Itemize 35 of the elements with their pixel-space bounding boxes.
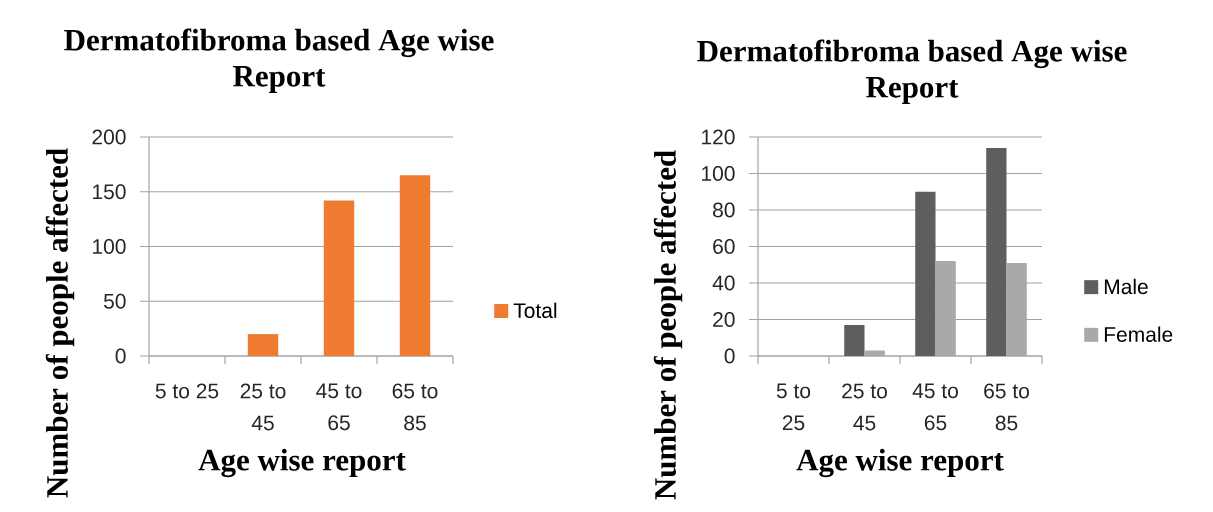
y-axis-title: Number of people affected — [653, 150, 683, 500]
y-tick-label: 0 — [724, 348, 735, 364]
y-tick-label: 20 — [713, 312, 735, 327]
y-tick-label: 120 — [702, 129, 735, 145]
bar — [323, 200, 355, 356]
bar — [986, 147, 1007, 356]
x-axis-title: Age wise report — [198, 448, 406, 478]
x-axis-title: Age wise report — [796, 448, 1004, 478]
y-tick-label: 150 — [93, 184, 126, 200]
bar — [844, 324, 865, 356]
legend-label: Male — [1104, 278, 1148, 295]
bar — [915, 191, 936, 356]
bar — [399, 175, 431, 356]
y-tick-label: 50 — [103, 293, 126, 309]
y-tick-label: 200 — [92, 129, 126, 145]
y-tick-label: 40 — [712, 275, 735, 291]
chart-title: Dermatofibroma based Age wise Report — [697, 39, 1127, 104]
x-tick-label: 45 to 65 — [912, 383, 958, 431]
x-tick-label: 25 to 45 — [240, 383, 286, 431]
x-tick-label: 45 to 65 — [316, 383, 362, 431]
y-axis-title: Number of people affected — [45, 148, 75, 498]
x-tick-label: 65 to 85 — [392, 383, 438, 431]
chart-title: Dermatofibroma based Age wise Report — [64, 28, 494, 93]
y-tick-label: 100 — [93, 239, 126, 254]
legend-label: Female — [1104, 326, 1173, 342]
y-tick-label: 0 — [115, 348, 126, 364]
x-tick-label: 25 to 45 — [842, 383, 887, 431]
y-tick-label: 100 — [702, 166, 735, 181]
bar — [247, 334, 279, 356]
x-tick-label: 5 to 25 — [155, 383, 219, 399]
y-tick-label: 80 — [713, 202, 735, 218]
x-tick-label: 5 to 25 — [776, 383, 811, 431]
y-tick-label: 60 — [713, 239, 735, 254]
x-tick-label: 65 to 85 — [984, 383, 1029, 431]
legend-label: Total — [513, 302, 557, 319]
